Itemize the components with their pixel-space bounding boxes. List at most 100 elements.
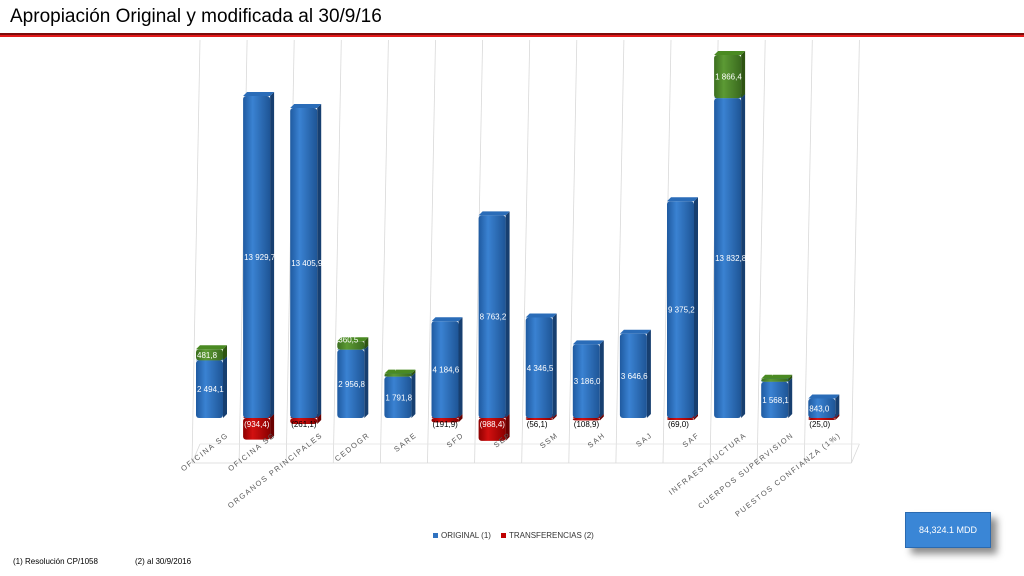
footnote-date: (2) al 30/9/2016 <box>135 557 192 566</box>
grid-line <box>851 39 860 464</box>
title-rule <box>0 35 1024 37</box>
bar-transfer-11-top <box>714 51 746 56</box>
bar-original-1-top <box>243 91 275 96</box>
legend-label-transfer: TRANSFERENCIAS (2) <box>508 531 594 540</box>
bar-original-8-top <box>572 340 604 345</box>
bar-original-12 <box>761 377 793 418</box>
data-label-transfer: 27,2 <box>762 368 778 377</box>
bar-transfer-0-side <box>223 345 227 361</box>
bar-original-3-side <box>364 345 369 418</box>
floor-right-line <box>851 443 860 464</box>
bar-original-12-side <box>788 377 793 418</box>
title-rule-dark <box>0 33 1024 35</box>
data-label-transfer: 360,5 <box>338 336 359 345</box>
data-label-transfer: 56,1 <box>385 363 401 372</box>
category-label: SAF <box>681 430 702 449</box>
bar-original-6-side <box>505 211 510 418</box>
bar-transfer-1-front <box>243 418 271 440</box>
data-label-transfer: (934,4) <box>244 420 270 429</box>
bar-transfer-3 <box>337 337 369 350</box>
data-label-original: 13 832,8 <box>715 254 747 263</box>
bar-transfer-12-top <box>761 374 793 379</box>
bar-original-2-top <box>290 104 322 109</box>
data-label-original: 2 956,8 <box>338 380 365 389</box>
bar-original-1 <box>243 91 275 418</box>
bar-transfer-11-front <box>714 55 742 99</box>
bar-transfer-3-side <box>364 337 369 350</box>
bar-original-7 <box>525 313 557 418</box>
grid-line <box>380 39 389 464</box>
grid-line <box>756 39 766 464</box>
bar-transfer-10-side <box>694 414 698 420</box>
bar-transfer-4 <box>384 369 416 377</box>
bar-original-10 <box>667 197 698 418</box>
data-label-original: 8 763,2 <box>480 313 507 322</box>
bar-original-2-side <box>317 104 322 418</box>
category-label: OFICINA SG <box>179 430 230 473</box>
bar-original-13 <box>808 394 840 418</box>
bar-transfer-7-front <box>525 418 553 420</box>
bar-transfer-5-side <box>458 414 463 423</box>
bar-transfer-3-top <box>337 337 369 342</box>
bar-original-6-top <box>478 211 510 216</box>
bar-original-5-side <box>458 317 463 418</box>
bar-transfer-12-side <box>788 374 793 382</box>
data-label-original: 13 929,7 <box>244 253 276 262</box>
bar-transfer-7-side <box>552 414 557 420</box>
bar-transfer-8-front <box>572 418 600 421</box>
data-label-original: 2 494,1 <box>197 385 224 394</box>
data-labels: 2 494,1 481,8 13 929,7 (934,4) 13 405,9 (261,… <box>197 73 831 429</box>
bar-original-12-front <box>761 381 789 418</box>
bar-transfer-10-front <box>667 418 694 420</box>
data-label-original: 3 646,6 <box>621 372 648 381</box>
bar-original-1-front <box>243 95 271 418</box>
grid-line <box>568 39 578 464</box>
data-label-original: 3 186,0 <box>574 377 601 386</box>
bars <box>196 51 840 441</box>
bar-original-9-side <box>646 329 651 418</box>
data-label-transfer: (261,1) <box>291 420 317 429</box>
bar-original-11-side <box>741 94 746 418</box>
bar-original-11 <box>714 94 746 418</box>
bar-transfer-12-front <box>761 378 789 382</box>
grid-line <box>615 39 625 464</box>
data-label-original: 13 405,9 <box>291 259 323 268</box>
bar-original-9-front <box>619 333 647 418</box>
data-label-original: 9 375,2 <box>668 306 695 315</box>
data-label-transfer: (56,1) <box>527 420 548 429</box>
bar-transfer-4-front <box>384 373 412 377</box>
bar-transfer-12 <box>761 374 793 382</box>
legend: ORIGINAL (1) TRANSFERENCIAS (2) <box>433 531 594 540</box>
bar-original-2-front <box>290 108 318 418</box>
category-label: SSM <box>538 430 560 450</box>
bar-original-11-front <box>714 98 742 418</box>
bar-original-6-front <box>478 215 506 418</box>
bar-transfer-11-side <box>741 51 746 99</box>
category-label: SAJ <box>634 430 654 448</box>
data-label-transfer: (988,4) <box>480 420 506 429</box>
bar-original-8-front <box>572 344 600 418</box>
bar-original-2 <box>290 104 322 418</box>
data-label-transfer: 1 866,4 <box>715 73 742 82</box>
data-label-transfer: (191,9) <box>433 420 459 429</box>
category-label: INFRAESTRUCTURA <box>667 430 748 496</box>
category-label: CUERPOS SUPERVISION <box>696 430 795 510</box>
bar-original-7-front <box>525 317 553 418</box>
data-label-original: 1 568,1 <box>762 396 789 405</box>
bar-original-4-front <box>384 376 412 418</box>
bar-transfer-5-front <box>431 418 459 423</box>
category-label: SFD <box>445 430 466 449</box>
bar-transfer-8-side <box>599 414 604 421</box>
legend-item-transfer: TRANSFERENCIAS (2) <box>500 531 594 540</box>
bar-original-10-side <box>694 197 698 418</box>
bar-transfer-0 <box>196 345 227 361</box>
bar-transfer-13-front <box>808 418 836 420</box>
data-label-transfer: (25,0) <box>809 420 830 429</box>
bar-original-8 <box>572 340 604 418</box>
category-label: SAH <box>586 430 607 449</box>
data-label-original: 4 346,5 <box>527 364 554 373</box>
bar-original-0-side <box>223 356 227 418</box>
grid-line <box>521 39 531 464</box>
bar-transfer-3-front <box>337 341 365 350</box>
bar-transfer-11 <box>714 51 746 99</box>
